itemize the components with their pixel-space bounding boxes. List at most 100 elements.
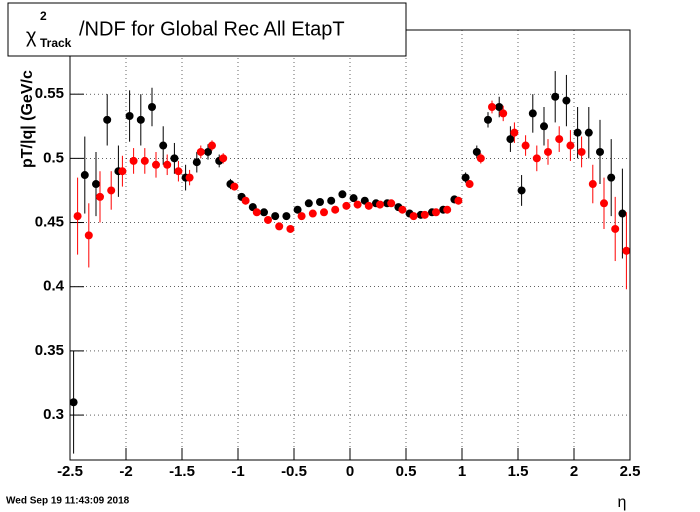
- marker: [73, 212, 82, 221]
- marker: [129, 156, 138, 165]
- marker: [540, 122, 548, 131]
- marker: [286, 224, 295, 233]
- marker: [562, 96, 571, 105]
- marker: [573, 128, 582, 137]
- marker: [204, 147, 212, 156]
- marker: [353, 200, 362, 209]
- marker: [476, 154, 485, 163]
- marker: [454, 196, 463, 205]
- marker: [140, 156, 149, 165]
- title-symbol: χ: [26, 25, 37, 47]
- x-tick-label: 0.5: [396, 463, 417, 480]
- marker: [282, 212, 291, 221]
- marker: [376, 200, 384, 209]
- marker: [532, 154, 541, 163]
- marker: [304, 199, 313, 208]
- marker: [327, 196, 336, 205]
- marker: [465, 180, 474, 189]
- marker: [107, 186, 116, 195]
- marker: [510, 128, 519, 137]
- marker: [219, 154, 228, 163]
- y-tick-label: 0.45: [35, 214, 64, 231]
- marker: [555, 135, 564, 144]
- title-box: [7, 2, 407, 57]
- marker: [293, 205, 302, 214]
- marker: [488, 103, 496, 112]
- marker: [364, 201, 373, 210]
- marker: [409, 212, 418, 221]
- marker: [192, 158, 201, 167]
- timestamp: Wed Sep 19 11:43:09 2018: [6, 496, 130, 507]
- marker: [170, 154, 179, 163]
- marker: [316, 198, 324, 206]
- marker: [566, 141, 575, 150]
- marker: [159, 141, 168, 150]
- marker: [551, 92, 560, 101]
- marker: [398, 205, 407, 214]
- x-tick-label: -2: [119, 463, 132, 480]
- marker: [152, 160, 160, 169]
- marker: [80, 171, 89, 180]
- marker: [136, 115, 145, 124]
- marker: [588, 180, 597, 189]
- marker: [528, 109, 537, 118]
- marker: [432, 208, 440, 217]
- x-tick-label: -1.5: [169, 463, 195, 480]
- marker: [584, 128, 593, 137]
- y-tick-label: 0.3: [43, 406, 64, 423]
- y-tick-label: 0.5: [43, 149, 64, 166]
- marker: [271, 212, 280, 221]
- marker: [338, 190, 347, 199]
- y-tick-label: 0.35: [35, 342, 64, 359]
- marker: [252, 208, 261, 217]
- marker: [420, 210, 429, 219]
- plot-area: -2.5 -2 -1.5 -1 -0.5 0 0.5 1 1.5 2 2.5 0.3 0.35 0.4 0.…: [35, 30, 641, 480]
- marker: [308, 209, 317, 218]
- marker: [349, 194, 358, 203]
- marker: [96, 192, 104, 201]
- marker: [611, 224, 620, 233]
- x-tick-label: 2.5: [620, 463, 641, 480]
- marker: [118, 167, 127, 176]
- marker: [506, 135, 515, 144]
- x-tick-label: 2: [570, 463, 578, 480]
- x-tick-label: -1: [231, 463, 244, 480]
- marker: [264, 215, 272, 224]
- marker: [499, 109, 508, 118]
- x-tick-label: 1: [458, 463, 466, 480]
- marker: [484, 115, 492, 124]
- marker: [260, 208, 268, 217]
- x-axis-label: η: [618, 494, 627, 511]
- marker: [443, 205, 452, 214]
- marker: [622, 246, 631, 255]
- title-sub: Track: [40, 36, 72, 50]
- marker: [596, 147, 604, 156]
- marker: [544, 147, 552, 156]
- marker: [320, 208, 328, 217]
- marker: [125, 112, 134, 120]
- marker: [196, 147, 205, 156]
- marker: [472, 147, 481, 156]
- x-tick-label: 1.5: [508, 463, 529, 480]
- marker: [495, 103, 504, 112]
- marker: [103, 115, 112, 124]
- marker: [618, 209, 627, 218]
- marker: [607, 173, 616, 182]
- marker: [517, 186, 526, 195]
- marker: [163, 160, 172, 169]
- marker: [387, 199, 396, 208]
- marker: [331, 205, 340, 214]
- marker: [342, 201, 351, 210]
- marker: [92, 180, 100, 189]
- marker: [577, 147, 586, 156]
- marker: [185, 173, 194, 182]
- marker: [230, 182, 239, 191]
- x-tick-label: 0: [346, 463, 354, 480]
- x-tick-label: -2.5: [57, 463, 83, 480]
- y-tick-label: 0.55: [35, 85, 64, 102]
- x-tick-label: -0.5: [281, 463, 307, 480]
- marker: [600, 199, 608, 208]
- marker: [148, 103, 156, 112]
